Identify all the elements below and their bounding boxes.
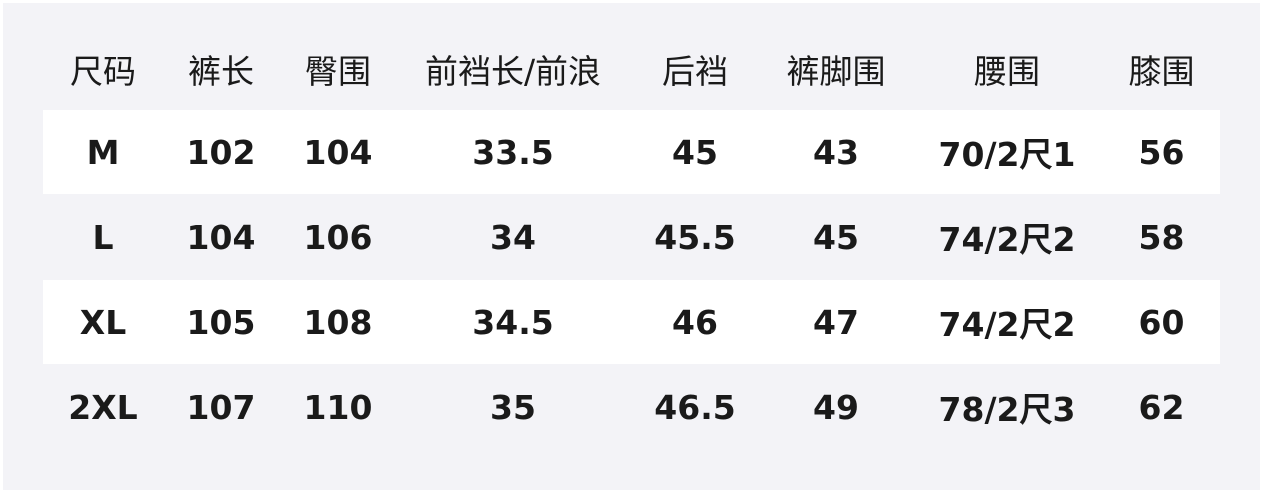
header-row: 尺码 裤长 臀围 前裆长/前浪 后裆 裤脚围 腰围 膝围	[43, 27, 1220, 111]
table-cell: 78/2尺3	[938, 390, 1076, 429]
table-cell: 108	[303, 302, 373, 342]
column-header: 腰围	[974, 52, 1040, 91]
table-cell: 45	[672, 132, 718, 172]
table-cell: XL	[79, 302, 127, 342]
table-cell: 102	[186, 132, 256, 172]
table-cell: 107	[186, 387, 256, 427]
table-row: 2XL 107 110 35 46.5 49 78/2尺3 62	[43, 365, 1220, 449]
column-header: 后裆	[662, 52, 728, 91]
table-cell: 46	[672, 302, 718, 342]
column-header: 膝围	[1128, 52, 1195, 91]
table-cell: 34.5	[472, 302, 554, 342]
table-cell: 60	[1138, 302, 1185, 342]
table-row: XL 105 108 34.5 46 47 74/2尺2 60	[43, 280, 1220, 364]
column-header: 尺码	[70, 52, 136, 91]
table-cell: 45.5	[654, 217, 736, 257]
table-cell: 49	[813, 387, 859, 427]
table-cell: 74/2尺2	[938, 220, 1076, 259]
table-cell: 35	[490, 387, 536, 427]
table-cell: 70/2尺1	[938, 135, 1076, 174]
column-header: 裤脚围	[786, 52, 886, 91]
table-cell: 2XL	[68, 387, 138, 427]
table-cell: 104	[303, 132, 373, 172]
table-cell: 58	[1138, 217, 1185, 257]
table-cell: L	[92, 217, 114, 257]
table-cell: 46.5	[654, 387, 736, 427]
size-chart-panel	[3, 3, 1260, 490]
column-header: 前裆长/前浪	[424, 52, 602, 91]
table-cell: 43	[813, 132, 859, 172]
table-cell: 106	[303, 217, 373, 257]
table-cell: 56	[1138, 132, 1185, 172]
table-cell: 105	[186, 302, 256, 342]
table-cell: 110	[303, 387, 373, 427]
table-cell: 104	[186, 217, 256, 257]
table-cell: 33.5	[472, 132, 554, 172]
table-cell: 34	[490, 217, 536, 257]
table-row: M 102 104 33.5 45 43 70/2尺1 56	[43, 110, 1220, 194]
column-header: 裤长	[188, 52, 254, 91]
table-cell: M	[86, 132, 120, 172]
table-cell: 62	[1138, 387, 1185, 427]
table-cell: 47	[813, 302, 859, 342]
table-cell: 74/2尺2	[938, 305, 1076, 344]
table-cell: 45	[813, 217, 859, 257]
table-row: L 104 106 34 45.5 45 74/2尺2 58	[43, 195, 1220, 279]
column-header: 臀围	[305, 52, 371, 91]
